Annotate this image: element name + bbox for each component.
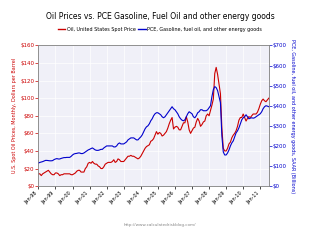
Text: http://www.calculatedriskblog.com/: http://www.calculatedriskblog.com/ (124, 223, 196, 227)
Legend: Oil, United States Spot Price, PCE, Gasoline, fuel oil, and other energy goods: Oil, United States Spot Price, PCE, Gaso… (56, 25, 264, 34)
Text: Oil Prices vs. PCE Gasoline, Fuel Oil and other energy goods: Oil Prices vs. PCE Gasoline, Fuel Oil an… (46, 12, 274, 22)
Y-axis label: PCE, Gasoline, fuel oil, and other energy goods, SAAR (Billions): PCE, Gasoline, fuel oil, and other energ… (290, 39, 295, 193)
Y-axis label: U.S. Spot Oil Prices, Monthly, Dollars per Barrel: U.S. Spot Oil Prices, Monthly, Dollars p… (12, 58, 18, 173)
